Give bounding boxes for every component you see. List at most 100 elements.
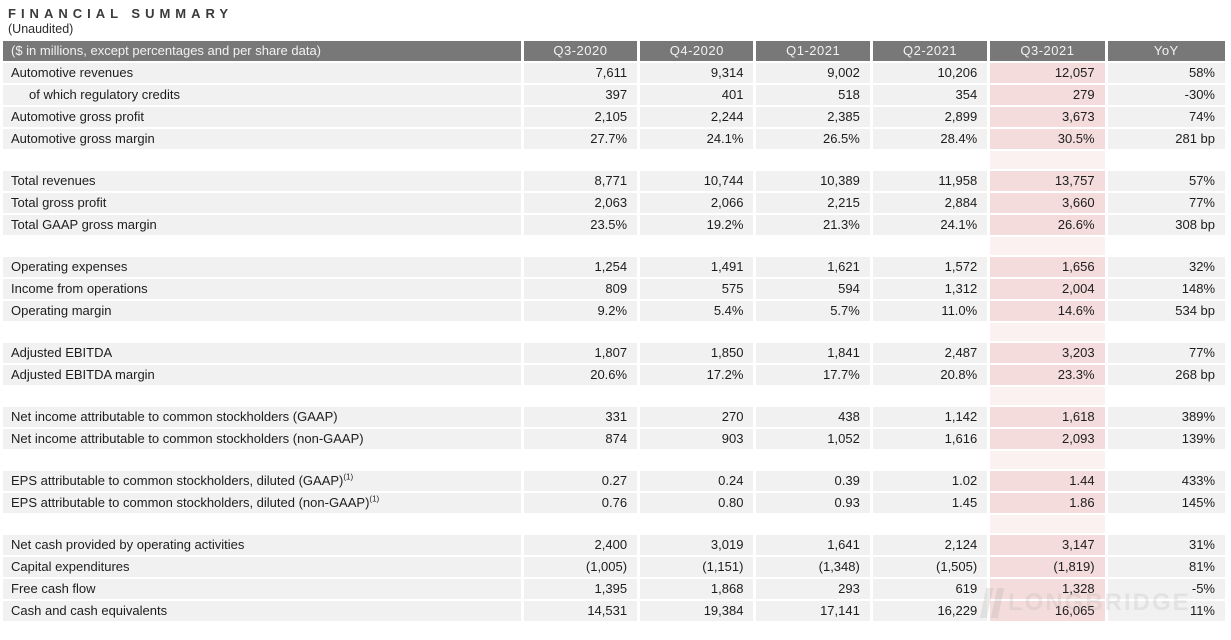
table-row: Total gross profit 2,063 2,066 2,215 2,884 3,… bbox=[3, 193, 1225, 213]
value-cell: 1,312 bbox=[872, 279, 988, 299]
value-cell: 809 bbox=[523, 279, 638, 299]
value-cell: 9,002 bbox=[756, 63, 870, 83]
table-row: Total GAAP gross margin 23.5% 19.2% 21.3% 24… bbox=[3, 215, 1225, 235]
spacer-cell bbox=[3, 451, 521, 469]
spacer-cell bbox=[872, 387, 988, 405]
value-cell: 1,807 bbox=[523, 343, 638, 363]
table-row: Automotive revenues 7,611 9,314 9,002 10,206… bbox=[3, 63, 1225, 83]
value-cell: 2,400 bbox=[523, 535, 638, 555]
row-label-text: Net cash provided by operating activitie… bbox=[11, 537, 245, 552]
value-cell: 24.1% bbox=[640, 129, 754, 149]
spacer-cell bbox=[872, 323, 988, 341]
row-label: Net income attributable to common stockh… bbox=[3, 407, 521, 427]
row-label: Automotive revenues bbox=[3, 63, 521, 83]
value-cell: 23.3% bbox=[990, 365, 1105, 385]
spacer-cell bbox=[3, 237, 521, 255]
value-cell: 0.80 bbox=[640, 493, 754, 513]
spacer-cell bbox=[756, 151, 870, 169]
value-cell: 11.0% bbox=[872, 301, 988, 321]
row-label: Operating margin bbox=[3, 301, 521, 321]
row-label: Cash and cash equivalents bbox=[3, 601, 521, 621]
value-cell: 1,621 bbox=[756, 257, 870, 277]
value-cell: 5.4% bbox=[640, 301, 754, 321]
yoy-cell: 77% bbox=[1107, 343, 1225, 363]
spacer-cell bbox=[1107, 323, 1225, 341]
value-cell: 3,673 bbox=[990, 107, 1105, 127]
value-cell: 26.5% bbox=[756, 129, 870, 149]
yoy-cell: 58% bbox=[1107, 63, 1225, 83]
row-label-text: Operating margin bbox=[11, 303, 112, 318]
value-cell: 331 bbox=[523, 407, 638, 427]
spacer-cell bbox=[756, 237, 870, 255]
column-header-q1-2021: Q1-2021 bbox=[756, 41, 870, 61]
value-cell: 17.7% bbox=[756, 365, 870, 385]
value-cell: (1,005) bbox=[523, 557, 638, 577]
value-cell: 1,328 bbox=[990, 579, 1105, 599]
value-cell: 30.5% bbox=[990, 129, 1105, 149]
spacer-cell bbox=[756, 451, 870, 469]
table-row: Automotive gross profit 2,105 2,244 2,385 2,… bbox=[3, 107, 1225, 127]
row-label-text: Operating expenses bbox=[11, 259, 128, 274]
value-cell: 279 bbox=[990, 85, 1105, 105]
yoy-cell: 32% bbox=[1107, 257, 1225, 277]
table-row: Net cash provided by operating activitie… bbox=[3, 535, 1225, 555]
value-cell: 7,611 bbox=[523, 63, 638, 83]
row-label-text: Adjusted EBITDA bbox=[11, 345, 113, 360]
label-column-header: ($ in millions, except percentages and p… bbox=[3, 41, 521, 61]
value-cell: 2,063 bbox=[523, 193, 638, 213]
spacer-cell bbox=[3, 387, 521, 405]
section-spacer-row bbox=[3, 323, 1225, 341]
value-cell: 1.02 bbox=[872, 471, 988, 491]
value-cell: 1,572 bbox=[872, 257, 988, 277]
value-cell: 10,206 bbox=[872, 63, 988, 83]
value-cell: (1,348) bbox=[756, 557, 870, 577]
column-header-yoy: YoY bbox=[1107, 41, 1225, 61]
value-cell: 619 bbox=[872, 579, 988, 599]
spacer-cell bbox=[756, 387, 870, 405]
section-spacer-row bbox=[3, 515, 1225, 533]
spacer-cell bbox=[1107, 237, 1225, 255]
value-cell: 3,147 bbox=[990, 535, 1105, 555]
row-label-text: EPS attributable to common stockholders,… bbox=[11, 495, 370, 510]
yoy-cell: 281 bp bbox=[1107, 129, 1225, 149]
value-cell: 1,491 bbox=[640, 257, 754, 277]
table-row: EPS attributable to common stockholders,… bbox=[3, 493, 1225, 513]
row-label-text: Net income attributable to common stockh… bbox=[11, 431, 364, 446]
value-cell: 575 bbox=[640, 279, 754, 299]
row-label-text: of which regulatory credits bbox=[29, 87, 181, 102]
value-cell: 2,385 bbox=[756, 107, 870, 127]
table-row: Net income attributable to common stockh… bbox=[3, 429, 1225, 449]
row-label: Income from operations bbox=[3, 279, 521, 299]
value-cell: 1,395 bbox=[523, 579, 638, 599]
row-label-text: Capital expenditures bbox=[11, 559, 130, 574]
value-cell: 10,389 bbox=[756, 171, 870, 191]
row-label: EPS attributable to common stockholders,… bbox=[3, 493, 521, 513]
column-header-q3-2020: Q3-2020 bbox=[523, 41, 638, 61]
spacer-cell bbox=[640, 451, 754, 469]
spacer-cell bbox=[523, 515, 638, 533]
value-cell: 1.45 bbox=[872, 493, 988, 513]
footnote-marker: (1) bbox=[369, 494, 380, 504]
value-cell: 2,066 bbox=[640, 193, 754, 213]
row-label: Net cash provided by operating activitie… bbox=[3, 535, 521, 555]
value-cell: 2,244 bbox=[640, 107, 754, 127]
yoy-cell: 74% bbox=[1107, 107, 1225, 127]
row-label: Adjusted EBITDA margin bbox=[3, 365, 521, 385]
value-cell: 3,203 bbox=[990, 343, 1105, 363]
value-cell: 2,215 bbox=[756, 193, 870, 213]
value-cell: 2,093 bbox=[990, 429, 1105, 449]
yoy-cell: 11% bbox=[1107, 601, 1225, 621]
yoy-cell: 31% bbox=[1107, 535, 1225, 555]
table-row: Operating expenses 1,254 1,491 1,621 1,572 1,… bbox=[3, 257, 1225, 277]
yoy-cell: 534 bp bbox=[1107, 301, 1225, 321]
value-cell: 13,757 bbox=[990, 171, 1105, 191]
column-header-q3-2021: Q3-2021 bbox=[990, 41, 1105, 61]
value-cell: 438 bbox=[756, 407, 870, 427]
value-cell: 5.7% bbox=[756, 301, 870, 321]
value-cell: 16,065 bbox=[990, 601, 1105, 621]
value-cell: 2,124 bbox=[872, 535, 988, 555]
row-label: Total revenues bbox=[3, 171, 521, 191]
value-cell: 1.86 bbox=[990, 493, 1105, 513]
yoy-cell: 145% bbox=[1107, 493, 1225, 513]
row-label: Total gross profit bbox=[3, 193, 521, 213]
